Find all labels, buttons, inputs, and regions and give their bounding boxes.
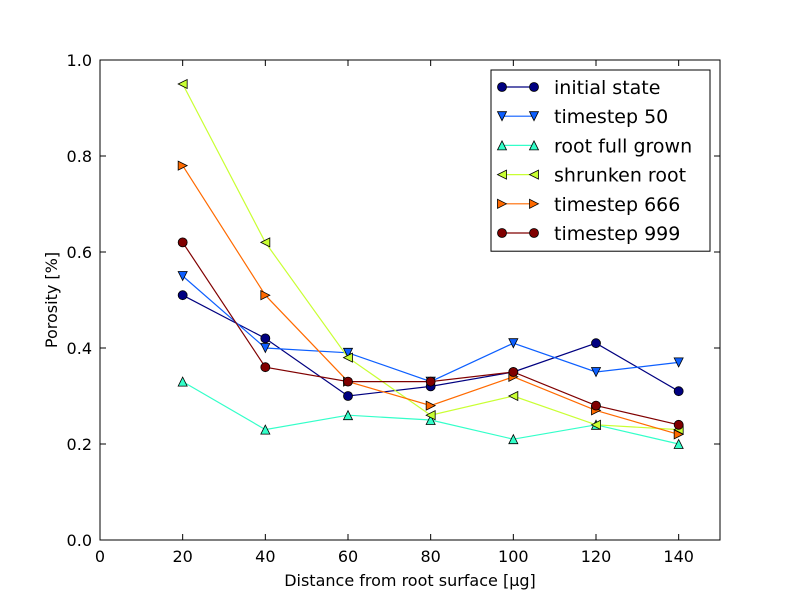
x-tick-label: 80 — [420, 547, 440, 566]
legend-label: initial state — [554, 77, 660, 99]
data-point-initial-state — [260, 333, 271, 344]
x-tick-label: 100 — [498, 547, 529, 566]
y-tick-label: 0.0 — [67, 531, 92, 550]
legend-item-shrunken-root: shrunken root — [496, 165, 686, 187]
legend-item-timestep-50: timestep 50 — [496, 106, 668, 128]
data-point-root-full-grown — [425, 414, 436, 425]
legend-marker — [496, 169, 507, 180]
data-point-timestep-50 — [260, 343, 271, 354]
x-axis-ticks: 0 20 40 60 80 100 120 140 — [95, 60, 694, 566]
data-point-timestep-50 — [342, 347, 354, 359]
data-point-timestep-666 — [425, 400, 437, 411]
legend-item-timestep-666: timestep 666 — [497, 194, 680, 216]
data-point-timestep-666 — [260, 290, 271, 301]
legend-marker — [529, 198, 540, 209]
data-point-timestep-50 — [508, 338, 519, 349]
legend-label: timestep 666 — [554, 194, 680, 216]
x-tick-label: 20 — [172, 547, 192, 566]
legend-label: root full grown — [554, 135, 692, 157]
legend-marker — [497, 198, 508, 209]
data-point-root-full-grown — [260, 424, 271, 435]
series-line-timestep-50 — [182, 275, 679, 383]
y-axis-ticks: 0.0 0.2 0.4 0.6 0.8 1.0 — [67, 51, 720, 550]
legend-item-root-full-grown: root full grown — [496, 135, 692, 157]
y-tick-label: 0.2 — [67, 435, 92, 454]
legend-marker — [496, 111, 508, 122]
legend-marker — [497, 82, 507, 92]
data-point-root-full-grown — [342, 409, 354, 421]
y-tick-label: 0.4 — [67, 339, 92, 358]
y-tick-label: 1.0 — [67, 51, 92, 70]
y-tick-label: 0.6 — [67, 243, 92, 262]
data-point-shrunken-root — [342, 352, 353, 363]
legend-label: timestep 999 — [554, 223, 680, 245]
data-point-initial-state — [673, 386, 684, 397]
data-point-initial-state — [177, 290, 188, 301]
y-tick-label: 0.8 — [67, 147, 92, 166]
data-point-timestep-999 — [343, 376, 353, 387]
data-point-timestep-50 — [177, 271, 188, 282]
legend: initial state timestep 50 root full grown s… — [490, 69, 711, 252]
legend-marker — [529, 82, 539, 92]
data-point-shrunken-root — [259, 237, 271, 248]
data-point-shrunken-root — [177, 78, 188, 90]
legend-marker — [528, 111, 540, 122]
data-point-timestep-999 — [260, 362, 271, 373]
data-point-root-full-grown — [673, 438, 684, 449]
legend-marker — [528, 140, 540, 151]
x-tick-label: 140 — [663, 547, 694, 566]
legend-label: shrunken root — [554, 165, 686, 187]
legend-marker — [497, 228, 507, 238]
legend-item-timestep-999: timestep 999 — [497, 223, 680, 245]
legend-marker — [529, 228, 539, 238]
legend-item-initial-state: initial state — [497, 77, 660, 99]
data-point-shrunken-root — [425, 410, 436, 421]
data-point-root-full-grown — [508, 433, 519, 445]
data-point-timestep-999 — [673, 419, 684, 430]
data-point-timestep-999 — [508, 367, 519, 377]
data-point-root-full-grown — [177, 376, 188, 387]
y-axis-label: Porosity [%] — [42, 252, 61, 348]
data-point-timestep-999 — [177, 237, 188, 248]
legend-box — [490, 69, 711, 252]
legend-marker — [496, 140, 508, 151]
data-point-timestep-999 — [591, 400, 601, 411]
x-tick-label: 40 — [255, 547, 275, 566]
data-point-timestep-999 — [425, 376, 436, 387]
data-point-timestep-50 — [590, 367, 602, 378]
data-point-timestep-50 — [673, 357, 684, 368]
data-point-timestep-666 — [673, 429, 685, 440]
legend-marker — [528, 169, 539, 180]
data-point-shrunken-root — [590, 419, 601, 430]
x-tick-label: 0 — [95, 547, 105, 566]
legend-label: timestep 50 — [554, 106, 668, 128]
data-point-shrunken-root — [507, 390, 519, 402]
data-point-initial-state — [591, 338, 601, 349]
x-tick-label: 120 — [581, 547, 612, 566]
plot-frame — [99, 59, 721, 541]
x-tick-label: 60 — [338, 547, 358, 566]
data-point-initial-state — [343, 391, 353, 401]
data-point-timestep-666 — [177, 160, 189, 171]
x-axis-label: Distance from root surface [μg] — [284, 571, 536, 590]
series-markers — [177, 78, 685, 449]
